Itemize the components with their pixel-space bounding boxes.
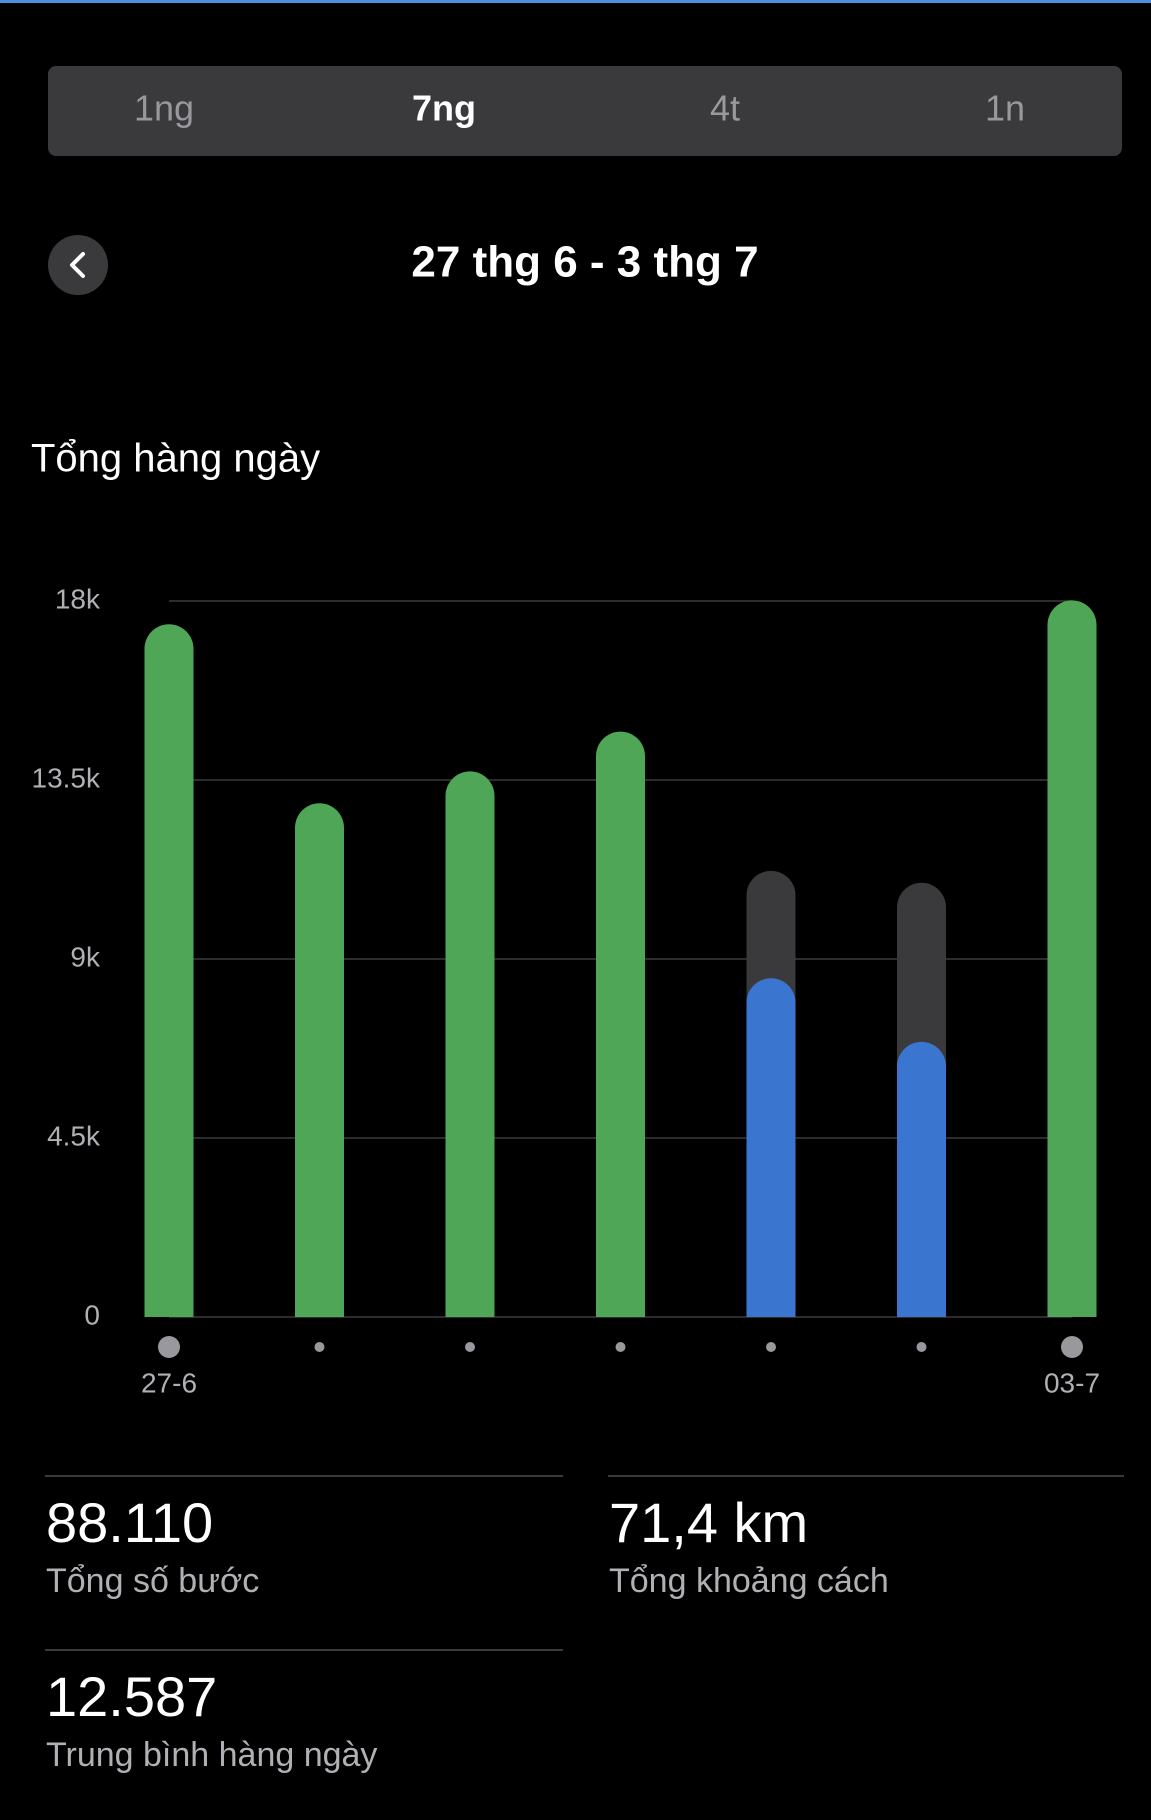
x-dot <box>766 1342 776 1352</box>
x-dot <box>465 1342 475 1352</box>
stat-value: 12.587 <box>46 1665 217 1728</box>
bar <box>746 978 796 1317</box>
tab[interactable]: 1ng <box>134 88 194 129</box>
y-tick-label: 9k <box>70 941 101 972</box>
segmented-control <box>48 66 1122 156</box>
bar <box>295 803 344 1317</box>
x-dot <box>916 1342 927 1352</box>
tab[interactable]: 7ng <box>412 88 476 129</box>
bar <box>144 624 194 1317</box>
back-icon <box>70 252 85 278</box>
chart-title: Tổng hàng ngày <box>31 437 320 481</box>
stat-value: 88.110 <box>46 1491 213 1554</box>
tab[interactable]: 1n <box>985 88 1025 129</box>
y-tick-label: 18k <box>55 583 101 614</box>
x-tick-label: 03-7 <box>1044 1367 1100 1398</box>
back-button[interactable] <box>48 235 108 295</box>
x-tick-label: 27-6 <box>141 1367 197 1398</box>
x-dot <box>1061 1336 1083 1358</box>
x-dot <box>158 1336 180 1358</box>
stat-label: Trung bình hàng ngày <box>46 1736 377 1774</box>
top-edge <box>0 0 1151 3</box>
y-tick-label: 4.5k <box>47 1120 101 1151</box>
bar <box>445 771 495 1317</box>
stat-label: Tổng số bước <box>46 1562 259 1600</box>
y-tick-label: 0 <box>84 1299 100 1330</box>
x-dot <box>615 1342 626 1352</box>
x-dot <box>314 1342 325 1352</box>
tab[interactable]: 4t <box>710 88 740 129</box>
y-tick-label: 13.5k <box>32 762 101 793</box>
date-range: 27 thg 6 - 3 thg 7 <box>411 238 758 287</box>
bar <box>596 731 645 1317</box>
stat-label: Tổng khoảng cách <box>609 1562 889 1600</box>
stat-value: 71,4 km <box>609 1491 808 1554</box>
bar <box>897 1041 946 1317</box>
bar <box>1047 600 1097 1317</box>
